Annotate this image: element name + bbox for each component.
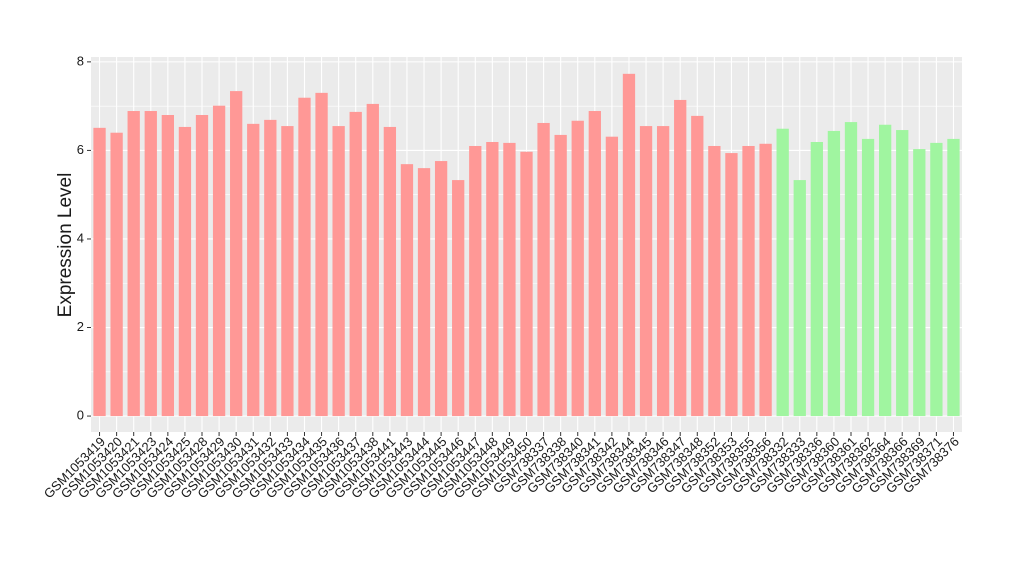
bar (127, 111, 140, 417)
bar (144, 111, 157, 417)
bar (332, 126, 345, 417)
bar (656, 126, 670, 417)
bar (298, 97, 311, 417)
bar (452, 180, 465, 417)
y-tick-label: 6 (77, 142, 84, 157)
bar (691, 115, 704, 417)
bar (827, 130, 841, 417)
bar (810, 142, 823, 417)
y-tick-label: 2 (77, 319, 84, 334)
y-tick-label: 8 (77, 53, 84, 68)
bar (195, 114, 209, 417)
bar (315, 92, 328, 417)
bar (742, 145, 755, 417)
bar (503, 142, 516, 417)
bar (793, 180, 806, 417)
bar (605, 136, 619, 417)
bar (400, 164, 414, 417)
bar (264, 119, 277, 417)
bar (776, 128, 789, 417)
bar (759, 143, 772, 417)
bar (281, 126, 294, 417)
y-tick-label: 0 (77, 407, 84, 422)
y-axis-label: Expression Level (55, 173, 76, 318)
bar (417, 168, 431, 417)
bar (434, 161, 448, 417)
bar (639, 126, 653, 417)
bar (161, 114, 175, 417)
bar (247, 123, 260, 417)
bar (349, 111, 362, 417)
bar (383, 126, 397, 417)
bar (366, 103, 379, 417)
bar (674, 99, 687, 417)
bar (537, 122, 550, 417)
bar (486, 142, 499, 417)
bar (520, 151, 533, 417)
bar (588, 111, 601, 417)
bar (708, 145, 721, 417)
bar (896, 130, 909, 417)
bar (861, 138, 875, 417)
bar (571, 120, 584, 417)
bar (913, 149, 926, 417)
bar (844, 122, 858, 417)
bar (110, 132, 123, 417)
y-tick-label: 4 (77, 230, 84, 245)
bar (878, 124, 892, 417)
bar (554, 134, 567, 417)
bar (622, 73, 636, 417)
bar (93, 127, 106, 417)
bar (178, 126, 192, 417)
bar (947, 138, 960, 417)
bar (725, 153, 738, 417)
bar (469, 145, 482, 417)
bar (930, 142, 943, 417)
bar (212, 105, 226, 417)
bar (230, 91, 243, 417)
